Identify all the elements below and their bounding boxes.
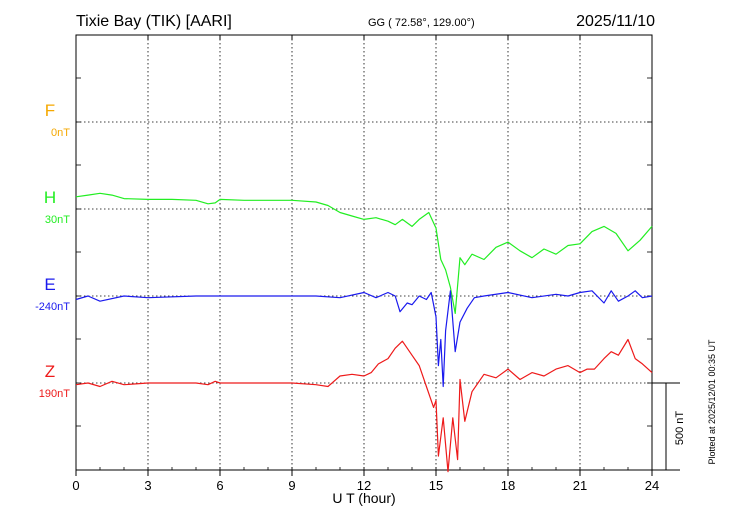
series-layer: [75, 192, 653, 473]
x-axis-label: U T (hour): [332, 490, 395, 506]
station-title: Tixie Bay (TIK) [AARI]: [76, 13, 232, 30]
series-E-name: E: [44, 275, 55, 294]
grid: [76, 35, 652, 470]
x-tick-label: 3: [144, 478, 151, 493]
scale-bar-label: 500 nT: [674, 411, 686, 446]
series-Z-baseline: 190nT: [39, 388, 70, 400]
x-axis: 0 3 6 9 12 15 18 21 24: [72, 34, 659, 493]
series-E-baseline: -240nT: [35, 301, 70, 313]
date-label: 2025/11/10: [576, 13, 655, 30]
plotted-timestamp: Plotted at 2025/12/01 00:35 UT: [707, 339, 717, 465]
series-E-line: [75, 290, 653, 388]
series-H-name: H: [44, 188, 56, 207]
series-Z-line: [75, 338, 653, 473]
x-tick-label: 15: [429, 478, 443, 493]
x-tick-label: 0: [72, 478, 79, 493]
coordinates-label: GG ( 72.58°, 129.00°): [368, 17, 475, 29]
x-tick-label: 24: [645, 478, 659, 493]
series-H-line: [75, 192, 653, 314]
scale-bar: 500 nT: [652, 382, 686, 471]
series-F-name: F: [45, 101, 55, 120]
x-tick-label: 9: [288, 478, 295, 493]
series-labels: F 0nT H 30nT E -240nT Z 190nT: [35, 101, 70, 400]
x-tick-label: 12: [357, 478, 371, 493]
series-Z-name: Z: [45, 362, 55, 381]
series-H-baseline: 30nT: [45, 214, 70, 226]
series-F-baseline: 0nT: [51, 127, 70, 139]
x-tick-label: 21: [573, 478, 587, 493]
x-tick-label: 18: [501, 478, 515, 493]
x-tick-label: 6: [216, 478, 223, 493]
